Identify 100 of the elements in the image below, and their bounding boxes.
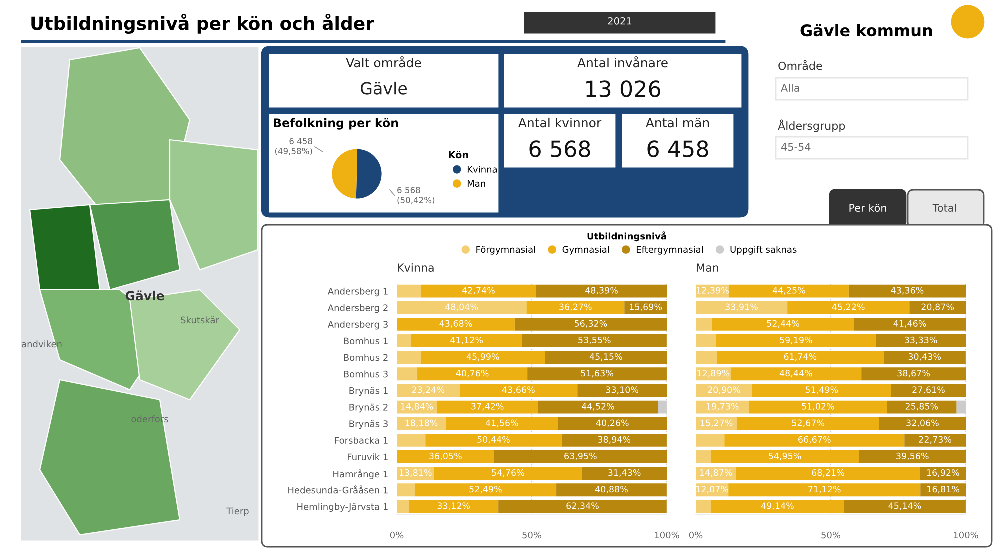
data-label: 12,89% (698, 370, 730, 378)
legend-label: Man (468, 180, 486, 188)
text: Gävle (360, 82, 408, 95)
y-tick-label: Brynäs 1 (350, 387, 388, 396)
data-label: 45,22% (832, 304, 865, 312)
data-label: 20,90% (708, 386, 740, 394)
y-tick-label: Forsbacka 1 (335, 437, 388, 444)
bar (446, 417, 558, 430)
bar (582, 467, 667, 480)
bar (712, 318, 854, 331)
bar (859, 450, 966, 464)
text: Alla (781, 84, 800, 92)
bar (522, 334, 667, 348)
data-label: 45,14% (888, 502, 922, 510)
bar (578, 384, 667, 398)
bar (696, 301, 788, 314)
bar (696, 434, 725, 447)
text: Gävle kommun (800, 24, 932, 37)
bar (891, 384, 966, 398)
data-label: 53,55% (578, 336, 611, 344)
data-label: 43,36% (891, 287, 924, 295)
bar (724, 434, 905, 447)
data-label: 48,04% (446, 304, 478, 312)
bar (397, 368, 418, 381)
data-label: 52,44% (767, 320, 800, 328)
data-label: 56,32% (574, 320, 608, 328)
data-label: 27,61% (912, 386, 945, 394)
bar (421, 284, 536, 298)
data-label: 51,49% (806, 386, 838, 394)
pie-slice (356, 149, 382, 199)
data-label: 6 568 (50,42%) (398, 187, 435, 204)
data-label: 52,67% (792, 420, 825, 428)
text: Valt område (346, 56, 422, 68)
data-label: 48,39% (586, 287, 618, 295)
data-label: 63,95% (564, 452, 597, 460)
bar (526, 301, 625, 314)
data-label: 19,73% (706, 403, 739, 411)
bar (904, 434, 966, 447)
data-label: 51,02% (802, 403, 834, 411)
bar (498, 500, 667, 514)
bar (397, 334, 412, 348)
text: 6 568 (530, 140, 590, 158)
bar (421, 351, 546, 364)
data-label: 14,87% (700, 469, 732, 478)
bar (409, 500, 499, 514)
y-tick-label: Hemlingby-Järvsta 1 (298, 503, 388, 512)
bar (788, 301, 910, 314)
bar (426, 434, 562, 447)
data-label: 49,14% (761, 502, 794, 510)
data-label: 50,44% (478, 436, 510, 444)
bar (696, 450, 711, 464)
text: Total (932, 204, 956, 212)
bar (711, 500, 844, 514)
bar (717, 351, 884, 364)
bar (752, 384, 892, 398)
data-label: 44,25% (772, 287, 806, 295)
data-label: 52,49% (470, 486, 502, 494)
data-label: 59,19% (780, 336, 812, 344)
y-tick-label: Bomhus 2 (344, 354, 388, 362)
text: Antal män (646, 118, 710, 128)
y-tick-label: Bomhus 1 (344, 338, 388, 345)
chart-title: Kvinna (398, 263, 434, 272)
bar (729, 284, 849, 298)
bar (460, 384, 578, 398)
data-label: 16,81% (928, 486, 960, 494)
legend-title: Kön (449, 150, 468, 159)
data-label: 15,69% (630, 304, 662, 312)
data-label: 13,81% (400, 469, 432, 478)
text: Område (778, 60, 822, 70)
data-label: 51,63% (581, 370, 614, 378)
data-label: 33,33% (905, 336, 938, 344)
x-tick-label: 100% (655, 532, 680, 539)
bar (910, 301, 966, 314)
bar (528, 368, 667, 381)
y-tick-label: Andersberg 3 (328, 321, 388, 330)
bar (418, 368, 528, 381)
x-tick-label: 50% (822, 532, 841, 539)
y-tick-label: Bomhus 3 (344, 370, 388, 378)
data-label: 43,68% (440, 320, 472, 328)
data-label: 18,18% (406, 420, 438, 428)
text: Antal invånare (578, 56, 668, 68)
bar (545, 351, 667, 364)
bar (879, 417, 966, 430)
bar (710, 450, 860, 464)
y-tick-label: Brynäs 2 (350, 404, 388, 413)
data-label: 43,66% (502, 386, 535, 394)
bar (397, 284, 422, 298)
bar (538, 400, 658, 414)
bar (920, 484, 966, 497)
data-label: 66,67% (798, 436, 831, 444)
bar (437, 400, 538, 414)
legend-title: Utbildningsnivå (588, 232, 666, 242)
data-label: 12,39% (697, 287, 729, 295)
bar (514, 318, 667, 331)
text: Gävle (126, 290, 164, 301)
text: Åldersgrupp (778, 120, 846, 132)
data-label: 16,92% (927, 469, 960, 478)
legend-label: Förgymnasial (476, 246, 536, 255)
bar (696, 334, 716, 348)
data-label: 71,12% (808, 486, 841, 494)
